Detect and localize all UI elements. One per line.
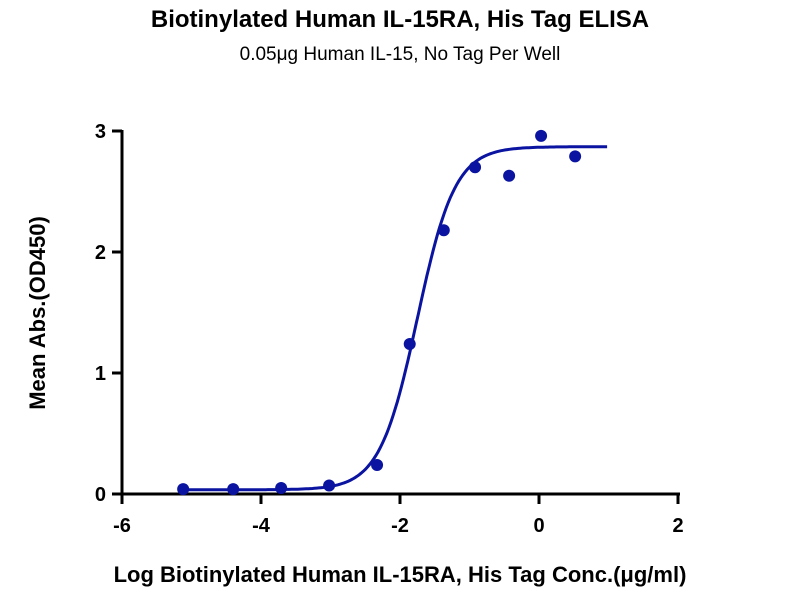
data-point	[275, 481, 288, 494]
chart-title: Biotinylated Human IL-15RA, His Tag ELIS…	[150, 6, 650, 33]
data-point	[503, 169, 516, 182]
x-tick-label: 2	[672, 515, 683, 537]
y-tick-label: 3	[95, 121, 106, 143]
data-point	[323, 479, 336, 492]
data-point	[469, 161, 482, 174]
y-tick-label: 2	[95, 242, 106, 264]
data-point	[177, 483, 190, 496]
x-axis-label: Log Biotinylated Human IL-15RA, His Tag …	[113, 562, 687, 587]
data-point	[569, 150, 582, 163]
chart-subtitle: 0.05μg Human IL-15, No Tag Per Well	[239, 44, 561, 65]
x-tick-label: -4	[252, 515, 271, 537]
data-point	[535, 129, 548, 142]
x-tick-label: -2	[391, 515, 409, 537]
fit-curve	[183, 145, 608, 492]
data-point	[437, 224, 450, 237]
y-tick-label: 1	[95, 363, 106, 385]
y-tick-label: 0	[95, 484, 106, 506]
data-point	[227, 483, 240, 496]
x-tick-label: -6	[113, 515, 131, 537]
x-tick-label: 0	[533, 515, 544, 537]
data-point	[371, 458, 384, 471]
data-point	[403, 337, 416, 350]
